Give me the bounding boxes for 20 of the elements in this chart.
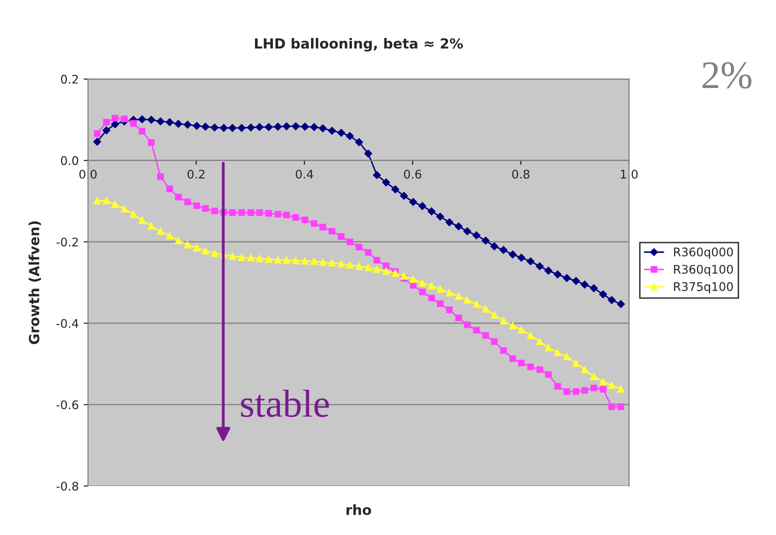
x-tick-label: 0.8 xyxy=(512,170,530,179)
y-tick-label: 0.2 xyxy=(60,74,78,84)
annotation: stable xyxy=(241,390,329,418)
x-tick-label: 0.4 xyxy=(296,170,314,179)
y-tick-label: -0.6 xyxy=(56,400,78,410)
x-tick-label: 0.6 xyxy=(404,170,422,179)
x-tick-label: 0.2 xyxy=(188,170,204,179)
text: 2% xyxy=(702,62,752,89)
legend-label: R375q100 xyxy=(674,282,733,294)
y-tick-label: 0.0 xyxy=(60,156,78,166)
y-tick-label: -0.2 xyxy=(56,238,78,246)
chart-title: LHD ballooning, beta ≈ 2% xyxy=(254,38,463,52)
y-tick-label: -0.8 xyxy=(56,482,78,491)
y-axis-title: Growth (Alfven) xyxy=(28,221,41,344)
legend-label: R360q000 xyxy=(674,247,733,259)
x-tick-label: 1.0 xyxy=(620,170,638,179)
y-tick-label: -0.4 xyxy=(56,318,78,328)
legend-label: R360q100 xyxy=(674,264,733,276)
x-axis-title: rho xyxy=(346,504,372,516)
x-tick-label: 0.0 xyxy=(79,170,97,179)
